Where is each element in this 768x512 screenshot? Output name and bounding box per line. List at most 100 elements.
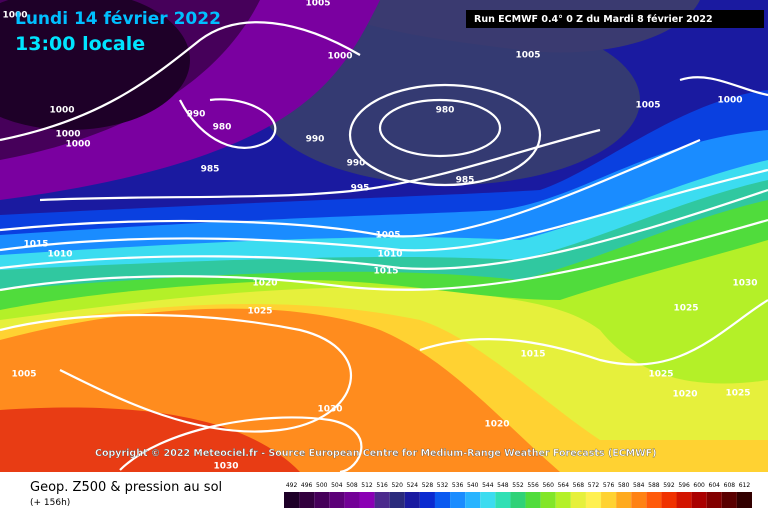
isobar-label: 1025: [247, 307, 272, 317]
scale-label: 572: [588, 482, 600, 489]
scale-label: 604: [709, 482, 721, 489]
scale-swatch: [284, 492, 300, 508]
isobar-label: 1015: [520, 350, 545, 360]
isobar-label: 1010: [377, 250, 402, 260]
isobar-label: 990: [347, 159, 366, 169]
isobar-label: 1030: [213, 462, 238, 472]
scale-label: 532: [437, 482, 449, 489]
scale-swatch: [495, 492, 511, 508]
scale-swatch: [585, 492, 602, 508]
scale-label: 556: [527, 482, 539, 489]
color-scale: 492 496 500 504 508 512 516 520 524 528 532 536 540 5…: [284, 482, 752, 508]
isobars: [0, 21, 768, 474]
scale-label: 548: [497, 482, 509, 489]
isobar-label: 1005: [375, 231, 400, 241]
isobar-label: 980: [436, 106, 455, 116]
scale-swatch: [616, 492, 632, 508]
scale-swatch: [419, 492, 435, 508]
scale-label: 560: [542, 482, 554, 489]
scale-swatch: [676, 492, 692, 508]
isobar-label: 1000: [49, 106, 74, 116]
scale-label: 612: [739, 482, 751, 489]
isobar-label: 990: [187, 110, 206, 120]
scale-swatch: [404, 492, 420, 508]
scale-label: 504: [331, 482, 343, 489]
isobar-label: 995: [351, 184, 370, 194]
isobar-label: 980: [213, 123, 232, 133]
scale-label: 520: [391, 482, 403, 489]
scale-label: 552: [512, 482, 524, 489]
isobar-label: 990: [306, 135, 325, 145]
scale-swatch: [721, 492, 737, 508]
run-info: Run ECMWF 0.4° 0 Z du Mardi 8 février 20…: [474, 14, 713, 25]
isobar-label: 1000: [717, 96, 742, 106]
scale-label: 512: [361, 482, 373, 489]
isobar-label: 1000: [65, 140, 90, 150]
scale-label: 568: [573, 482, 585, 489]
isobar-label: 1000: [55, 130, 80, 140]
legend-lead: (+ 156h): [30, 498, 70, 508]
isobar-label: 1000: [2, 11, 27, 21]
scale-swatch: [314, 492, 330, 508]
scale-swatch: [691, 492, 707, 508]
scale-label: 596: [678, 482, 690, 489]
scale-label: 524: [407, 482, 419, 489]
scale-swatch: [359, 492, 375, 508]
scale-label: 580: [618, 482, 630, 489]
isobar-label: 1005: [305, 0, 330, 9]
scale-swatch: [510, 492, 526, 508]
scale-swatch: [389, 492, 405, 508]
isobar-label: 1015: [23, 240, 48, 250]
scale-label: 508: [346, 482, 358, 489]
isobar-label: 1020: [252, 279, 277, 289]
scale-swatch: [434, 492, 451, 508]
isobar-label: 1025: [673, 304, 698, 314]
scale-swatch: [525, 492, 541, 508]
scale-swatch: [631, 492, 647, 508]
isobar-label: 985: [456, 176, 475, 186]
scale-swatch: [601, 492, 617, 508]
scale-label: 528: [422, 482, 434, 489]
scale-swatch: [661, 492, 677, 508]
scale-label: 516: [376, 482, 388, 489]
isobar-label: 1020: [484, 420, 509, 430]
scale-label: 584: [633, 482, 645, 489]
forecast-time: 13:00 locale: [15, 33, 145, 55]
scale-swatch: [465, 492, 481, 508]
scale-swatch: [299, 492, 315, 508]
scale-swatch: [329, 492, 345, 508]
copyright: Copyright © 2022 Meteociel.fr - Source E…: [95, 448, 656, 459]
scale-label: 608: [724, 482, 736, 489]
scale-label: 592: [663, 482, 675, 489]
scale-label: 576: [603, 482, 615, 489]
scale-swatch: [480, 492, 496, 508]
scale-swatch: [570, 492, 586, 508]
scale-swatch: [450, 492, 466, 508]
forecast-date: Lundi 14 février 2022: [15, 9, 221, 29]
isobar-label: 985: [201, 165, 220, 175]
scale-swatch: [706, 492, 722, 508]
scale-label: 536: [452, 482, 464, 489]
scale-label: 496: [301, 482, 313, 489]
legend-title: Geop. Z500 & pression au sol: [30, 480, 222, 495]
scale-label: 588: [648, 482, 660, 489]
isobar-label: 1025: [648, 370, 673, 380]
scale-swatch: [540, 492, 556, 508]
isobar-label: 1005: [11, 370, 36, 380]
run-box: [466, 10, 764, 28]
scale-label: 564: [558, 482, 570, 489]
isobar-label: 1005: [515, 51, 540, 61]
isobar-label: 1020: [672, 390, 697, 400]
scale-swatch: [736, 492, 752, 508]
scale-swatch: [374, 492, 390, 508]
scale-label: 544: [482, 482, 494, 489]
isobar-label: 1030: [317, 405, 342, 415]
scale-label: 600: [693, 482, 705, 489]
isobar-label: 1015: [373, 267, 398, 277]
isobar-label: 1000: [327, 52, 352, 62]
isobar-label: 1025: [725, 389, 750, 399]
scale-label: 492: [286, 482, 298, 489]
scale-swatch: [646, 492, 662, 508]
